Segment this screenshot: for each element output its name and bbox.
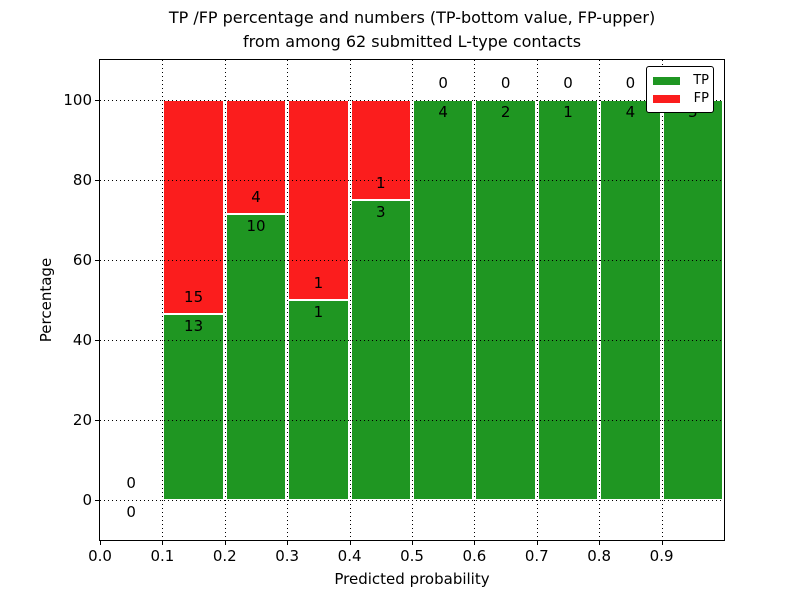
x-tick xyxy=(536,540,538,545)
bar-segment-fp xyxy=(163,100,224,315)
bar-count-label-tp: 0 xyxy=(126,503,136,521)
x-tick xyxy=(162,540,164,545)
legend-swatch-fp xyxy=(653,95,680,103)
bar-count-label-tp: 10 xyxy=(246,217,266,236)
bar-count-label-fp: 4 xyxy=(251,188,261,207)
gridline-vertical xyxy=(599,60,601,540)
bar-count-label-tp: 2 xyxy=(500,103,511,121)
bar-segment-tp xyxy=(288,300,349,500)
gridline-horizontal xyxy=(100,180,724,181)
x-tick xyxy=(224,540,226,545)
y-tick-label: 0 xyxy=(82,491,92,509)
x-tick-label: 0.0 xyxy=(88,547,112,565)
gridline-vertical xyxy=(287,60,289,540)
bar-segment-tp xyxy=(350,200,411,500)
bar-segment-tp xyxy=(662,100,723,500)
x-tick xyxy=(287,540,289,545)
y-tick xyxy=(95,180,100,181)
y-axis-label: Percentage xyxy=(37,257,55,343)
x-axis-label: Predicted probability xyxy=(334,570,490,588)
bar-count-label-fp: 0 xyxy=(563,74,573,92)
x-tick-label: 0.3 xyxy=(275,547,300,565)
bar-count-label-fp: 15 xyxy=(184,288,204,307)
y-tick-label: 100 xyxy=(63,91,92,109)
bar-segment-tp xyxy=(225,214,287,500)
bar-count-label-fp: 0 xyxy=(625,74,636,92)
legend-label-tp: TP xyxy=(693,73,709,88)
bar-segment-tp xyxy=(413,100,474,500)
x-tick xyxy=(661,540,663,545)
gridline-horizontal xyxy=(100,340,724,341)
bar-segment-tp xyxy=(537,100,599,500)
gridline-vertical xyxy=(224,60,226,540)
bar-count-label-tp: 4 xyxy=(438,103,448,121)
legend: TP FP xyxy=(646,66,714,113)
gridline-vertical xyxy=(412,60,413,540)
bar-segment-fp xyxy=(288,100,349,300)
gridline-vertical xyxy=(162,60,164,540)
legend-swatch-tp xyxy=(653,77,680,85)
gridline-horizontal xyxy=(100,100,724,101)
x-tick xyxy=(599,540,601,545)
y-tick xyxy=(95,100,100,101)
y-tick-label: 80 xyxy=(72,171,92,189)
bar-count-label-fp: 1 xyxy=(376,174,386,192)
bar-count-label-fp: 0 xyxy=(438,74,448,92)
bar-count-label-tp: 13 xyxy=(184,317,204,336)
bar-segment-tp xyxy=(163,314,224,500)
bar-count-label-fp: 0 xyxy=(500,74,511,92)
x-tick xyxy=(100,540,101,545)
chart-title-line2: from among 62 submitted L-type contacts xyxy=(242,32,582,51)
gridline-vertical xyxy=(349,60,351,540)
bar-count-label-fp: 1 xyxy=(313,274,324,292)
bar-segment-fp xyxy=(350,100,411,200)
x-tick-label: 0.7 xyxy=(524,547,549,565)
gridline-vertical xyxy=(474,60,476,540)
x-tick-label: 0.1 xyxy=(150,547,175,565)
gridline-horizontal xyxy=(100,420,724,421)
bar-count-label-tp: 1 xyxy=(313,303,324,321)
x-tick-label: 0.2 xyxy=(212,547,237,565)
bar-segment-tp xyxy=(475,100,536,500)
y-tick xyxy=(95,500,100,501)
bar-segment-tp xyxy=(600,100,661,500)
x-tick-label: 0.6 xyxy=(462,547,487,565)
x-tick xyxy=(349,540,351,545)
bar-count-label-tp: 4 xyxy=(625,103,636,121)
y-tick xyxy=(95,420,100,421)
y-tick xyxy=(95,340,100,341)
legend-label-fp: FP xyxy=(693,91,709,106)
x-tick-label: 0.9 xyxy=(649,547,674,565)
y-tick-label: 60 xyxy=(72,251,92,269)
bar-count-label-tp: 3 xyxy=(376,203,386,221)
x-tick-label: 0.8 xyxy=(587,547,612,565)
gridline-horizontal xyxy=(100,500,724,501)
legend-item-fp: FP xyxy=(653,90,709,108)
y-tick-label: 20 xyxy=(72,411,92,429)
chart-title-line1: TP /FP percentage and numbers (TP-bottom… xyxy=(168,8,656,27)
x-tick xyxy=(474,540,476,545)
legend-item-tp: TP xyxy=(653,72,709,90)
x-tick-label: 0.4 xyxy=(337,547,362,565)
x-tick-label: 0.5 xyxy=(400,547,424,565)
y-tick xyxy=(95,260,100,261)
y-tick-label: 40 xyxy=(72,331,92,349)
bar-count-label-tp: 1 xyxy=(563,103,573,121)
x-tick xyxy=(412,540,413,545)
gridline-vertical xyxy=(661,60,663,540)
bar-count-label-fp: 0 xyxy=(126,474,136,492)
gridline-vertical xyxy=(536,60,538,540)
gridline-horizontal xyxy=(100,260,724,261)
